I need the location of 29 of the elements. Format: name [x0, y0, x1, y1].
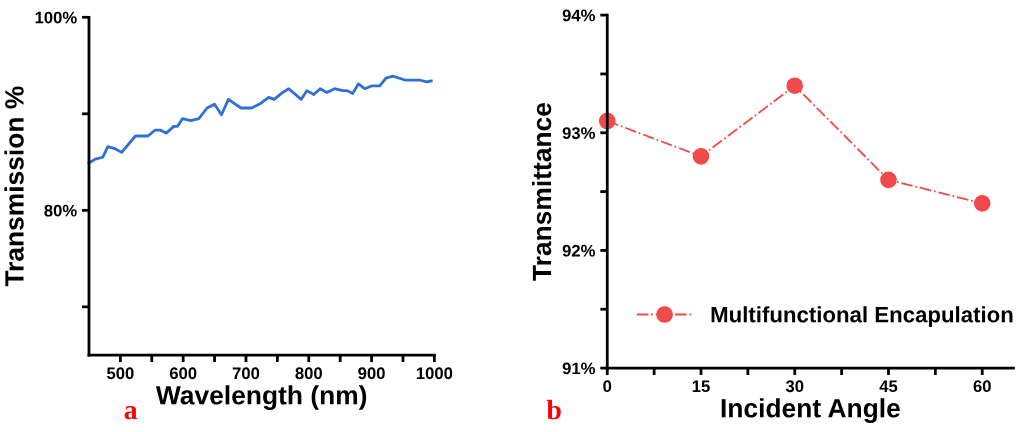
y-tick-label: 91%: [562, 362, 596, 375]
text: a: [124, 406, 138, 420]
x-tick-label: 700: [232, 367, 260, 380]
point: [692, 147, 710, 165]
y-axis-title: Transmission %: [4, 86, 24, 287]
point: [880, 171, 897, 189]
x-tick-label: 1000: [416, 367, 453, 380]
x-tick-label: 500: [106, 367, 134, 380]
x-tick-label: 600: [169, 367, 197, 380]
x-axis-title: Wavelength (nm): [155, 385, 367, 410]
y-axis-title: Transmittance: [531, 103, 552, 281]
x-tick-label: 15: [692, 380, 710, 393]
text: b: [546, 399, 561, 420]
x-tick-label: 800: [295, 367, 322, 380]
line-series: [87, 74, 433, 165]
x-tick-label: 900: [358, 367, 385, 380]
x-axis-title: Incident Angle: [721, 398, 900, 423]
y-tick-label: 94%: [562, 9, 596, 22]
y-tick-label: 80%: [44, 204, 77, 217]
x-tick-label: 60: [973, 380, 991, 393]
x-tick-label: 0: [603, 380, 612, 393]
y-tick-label: 100%: [35, 11, 77, 24]
point: [973, 195, 991, 212]
x-tick-label: 45: [879, 380, 898, 393]
legend-label: Multifunctional Encapulation: [711, 306, 1013, 327]
y-tick-label: 92%: [562, 244, 596, 257]
point: [786, 77, 804, 95]
y-tick-label: 93%: [562, 127, 596, 139]
x-tick-label: 30: [785, 380, 804, 393]
